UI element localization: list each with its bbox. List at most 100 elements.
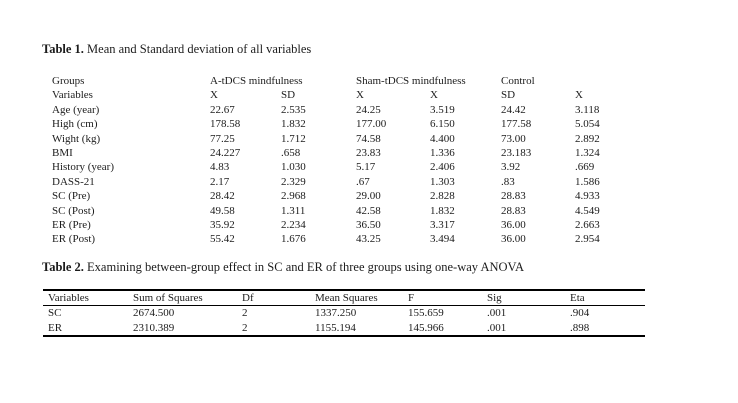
table-cell: 43.25 [356, 233, 381, 246]
table-cell: 36.00 [501, 233, 526, 246]
table-cell: 73.00 [501, 132, 526, 145]
table1-body: Age (year) 22.67 2.535 24.25 3.519 24.42 3.118… [52, 103, 637, 247]
table-cell: 2.406 [430, 161, 455, 174]
table-means-sd: Groups A-tDCS mindfulness Sham-tDCS mind… [52, 74, 637, 247]
table1-group-header-row: Groups A-tDCS mindfulness Sham-tDCS mind… [52, 74, 637, 88]
table-cell: 2674.500 [133, 307, 175, 320]
table-cell: 1.586 [575, 175, 600, 188]
table-cell: SC [48, 307, 62, 320]
table-cell: 2 [242, 307, 248, 320]
table-cell: 42.58 [356, 204, 381, 217]
table-cell: 1.832 [430, 204, 455, 217]
table-cell: 1.311 [281, 204, 306, 217]
table-cell: 1.676 [281, 233, 306, 246]
table-cell: Eta [570, 290, 645, 307]
table-row: History (year) 4.83 1.030 5.17 2.406 3.92 .669 [52, 160, 637, 174]
table-cell: SC (Post) [52, 204, 95, 217]
table-cell: Variables [52, 89, 93, 102]
table-cell: SD [281, 89, 296, 102]
table-cell: 74.58 [356, 132, 381, 145]
table-cell: 155.659 [408, 307, 444, 320]
table-cell: 2.968 [281, 190, 306, 203]
table-cell: .001 [487, 321, 507, 334]
table-cell: X [356, 89, 364, 102]
table1-group-control-header: Control [501, 75, 535, 87]
table-cell: 36.50 [356, 219, 381, 232]
table-cell: .67 [356, 175, 370, 188]
table-cell: 23.183 [501, 147, 532, 160]
table-cell: History (year) [52, 161, 115, 174]
table-cell: 3.494 [430, 233, 455, 246]
table-cell: 24.25 [356, 103, 381, 116]
table-cell: 5.17 [356, 161, 376, 174]
table-cell: 2 [242, 321, 248, 334]
table-cell: 2.17 [210, 175, 230, 188]
table2-caption-label: Table 2. [42, 260, 84, 274]
table-cell: Sum of Squares [133, 290, 242, 307]
table-cell: Age (year) [52, 103, 100, 116]
table1-group-a-tdcs-header: A-tDCS mindfulness [210, 75, 303, 87]
table-row: Variables X SD X X SD X [52, 88, 637, 102]
table-row: ER 2310.389 2 1155.194 145.966 .001 .898 [43, 321, 645, 336]
table-row: High (cm) 178.58 1.832 177.00 6.150 177.58 5.0… [52, 117, 637, 131]
table-cell: Sig [487, 290, 570, 307]
table-cell: Df [242, 290, 315, 307]
table-cell: 3.92 [501, 161, 521, 174]
table-cell: 1.336 [430, 147, 455, 160]
table-cell: 145.966 [408, 321, 444, 334]
table-cell: SD [501, 89, 516, 102]
table-cell: 3.118 [575, 103, 600, 116]
table-cell: 35.92 [210, 219, 235, 232]
table-cell: High (cm) [52, 118, 98, 131]
table-cell: 24.227 [210, 147, 241, 160]
table-cell: 1337.250 [315, 307, 357, 320]
table-cell: 2.954 [575, 233, 600, 246]
table-cell: 2.663 [575, 219, 600, 232]
table-row: Wight (kg) 77.25 1.712 74.58 4.400 73.00 2.892 [52, 132, 637, 146]
table-row: DASS-21 2.17 2.329 .67 1.303 .83 1.586 [52, 175, 637, 189]
table-cell: 22.67 [210, 103, 235, 116]
table-cell: 55.42 [210, 233, 235, 246]
table-cell: .904 [570, 307, 590, 320]
table-cell: 36.00 [501, 219, 526, 232]
table-cell: X [430, 89, 438, 102]
table-row: Variables Sum of Squares Df Mean Squares F Si… [43, 290, 645, 307]
table-cell: 2.828 [430, 190, 455, 203]
table-cell: 3.519 [430, 103, 455, 116]
table2-caption: Table 2. Examining between-group effect … [42, 260, 524, 275]
table-cell: .669 [575, 161, 595, 174]
table-row: SC (Pre) 28.42 2.968 29.00 2.828 28.83 4.933 [52, 189, 637, 203]
table-cell: 29.00 [356, 190, 381, 203]
table-cell: .658 [281, 147, 301, 160]
table-cell: 1.030 [281, 161, 306, 174]
table-cell: 4.549 [575, 204, 600, 217]
table-cell: BMI [52, 147, 73, 160]
table-cell: .001 [487, 307, 507, 320]
table-cell: 28.83 [501, 190, 526, 203]
table1-caption-label: Table 1. [42, 42, 84, 56]
table-cell: 4.83 [210, 161, 230, 174]
table-cell: 77.25 [210, 132, 235, 145]
table-row: ER (Post) 55.42 1.676 43.25 3.494 36.00 2.954 [52, 232, 637, 246]
table1-groups-header: Groups [52, 75, 85, 87]
table1-header: Groups A-tDCS mindfulness Sham-tDCS mind… [52, 74, 637, 103]
table-cell: 2310.389 [133, 321, 175, 334]
table-cell: .83 [501, 175, 515, 188]
table-cell: X [575, 89, 583, 102]
table-cell: 49.58 [210, 204, 235, 217]
table-cell: 4.933 [575, 190, 600, 203]
table-cell: Variables [43, 290, 133, 307]
table-cell: .898 [570, 321, 590, 334]
table-cell: 178.58 [210, 118, 241, 131]
table2-header: Variables Sum of Squares Df Mean Squares F Si… [43, 290, 645, 307]
table-row: SC (Post) 49.58 1.311 42.58 1.832 28.83 4.549 [52, 204, 637, 218]
table-row: ER (Pre) 35.92 2.234 36.50 3.317 36.00 2.663 [52, 218, 637, 232]
table-cell: 1.712 [281, 132, 306, 145]
table-cell: Mean Squares [315, 290, 408, 307]
table-cell: 24.42 [501, 103, 526, 116]
table-anova: Variables Sum of Squares Df Mean Squares F Si… [43, 289, 645, 338]
table-cell: 1.832 [281, 118, 306, 131]
table-cell: X [210, 89, 218, 102]
table-cell: 1155.194 [315, 321, 356, 334]
table-row: BMI 24.227 .658 23.83 1.336 23.183 1.324 [52, 146, 637, 160]
